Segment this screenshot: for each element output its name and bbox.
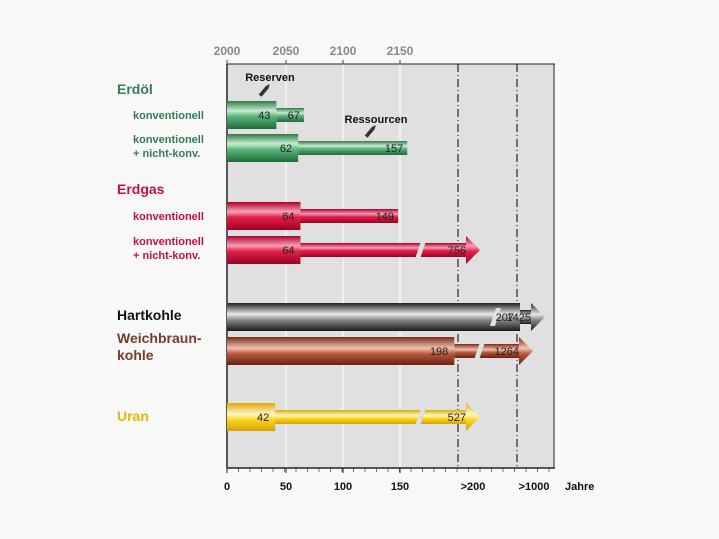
resource-arrowhead	[466, 236, 480, 264]
labels-layer: Erdöl konventionell 43 67 konventionell + nic…	[117, 81, 531, 424]
row-label: konventionell	[133, 236, 204, 248]
reserve-bar	[227, 202, 301, 230]
reserve-bar	[227, 403, 276, 431]
reserves-annotation: Reserven	[245, 72, 295, 84]
axis-ticks	[226, 60, 550, 473]
bottom-tick-label: >1000	[519, 481, 550, 493]
top-tick-label: 2050	[273, 44, 300, 58]
pencil-icon	[364, 125, 376, 138]
group-label: Erdgas	[117, 181, 165, 197]
resource-bar	[298, 141, 408, 155]
top-tick-label: 2150	[387, 44, 414, 58]
bottom-tick-label: 100	[334, 481, 352, 493]
resource-bar	[454, 344, 519, 358]
row-label: konventionell	[133, 211, 204, 223]
reserves-value-label: 198	[430, 346, 448, 358]
x-axis-unit-label: Jahre	[565, 481, 594, 493]
top-tick-label: 2100	[330, 44, 357, 58]
reserve-bar	[227, 101, 277, 129]
resource-bar	[275, 410, 466, 424]
axis-break	[490, 308, 501, 326]
row-label: + nicht-konv.	[133, 148, 200, 160]
bottom-tick-label: >200	[461, 481, 486, 493]
group-label: Hartkohle	[117, 307, 182, 323]
resource-bar	[300, 243, 466, 257]
total-value-label: 756	[448, 245, 466, 257]
pencil-icon	[258, 84, 270, 97]
resource-arrowhead	[519, 337, 533, 365]
group-label: Erdöl	[117, 81, 153, 97]
row-label: + nicht-konv.	[133, 250, 200, 262]
resources-annotation: Ressourcen	[345, 114, 408, 126]
reserves-value-label: 64	[282, 245, 294, 257]
total-value-label: 1264	[495, 346, 519, 358]
total-value-label: 67	[288, 110, 300, 122]
reserves-value-label: 43	[258, 110, 270, 122]
resource-bar	[520, 310, 531, 324]
top-tick-label: 2000	[214, 44, 241, 58]
resource-bar	[300, 209, 399, 223]
reserves-value-label: 42	[257, 412, 269, 424]
reserve-bar	[227, 337, 455, 365]
group-label: Uran	[117, 408, 149, 424]
resource-arrowhead	[531, 303, 545, 331]
axis-break	[415, 408, 426, 426]
reserve-bar	[227, 236, 301, 264]
total-value-label: 157	[385, 143, 403, 155]
total-value-label: 527	[448, 412, 466, 424]
row-label: konventionell	[133, 110, 204, 122]
bottom-tick-label: 0	[224, 481, 230, 493]
axis-break	[474, 342, 485, 360]
group-label: Weichbraun-	[117, 330, 202, 346]
bars-layer	[227, 101, 545, 431]
total-value-label: 1425	[507, 312, 531, 324]
resource-arrowhead	[466, 403, 480, 431]
reserve-bar	[227, 303, 520, 331]
axis-break	[415, 241, 426, 259]
bottom-tick-label: 150	[391, 481, 409, 493]
total-value-label: 149	[376, 211, 394, 223]
row-label: konventionell	[133, 134, 204, 146]
reserves-value-label: 207	[496, 312, 514, 324]
reserves-value-label: 62	[280, 143, 292, 155]
group-label: kohle	[117, 347, 154, 363]
plot-background	[228, 64, 554, 468]
bottom-tick-label: 50	[280, 481, 292, 493]
reserve-bar	[227, 134, 299, 162]
reserves-value-label: 64	[282, 211, 294, 223]
resource-bar	[276, 108, 304, 122]
